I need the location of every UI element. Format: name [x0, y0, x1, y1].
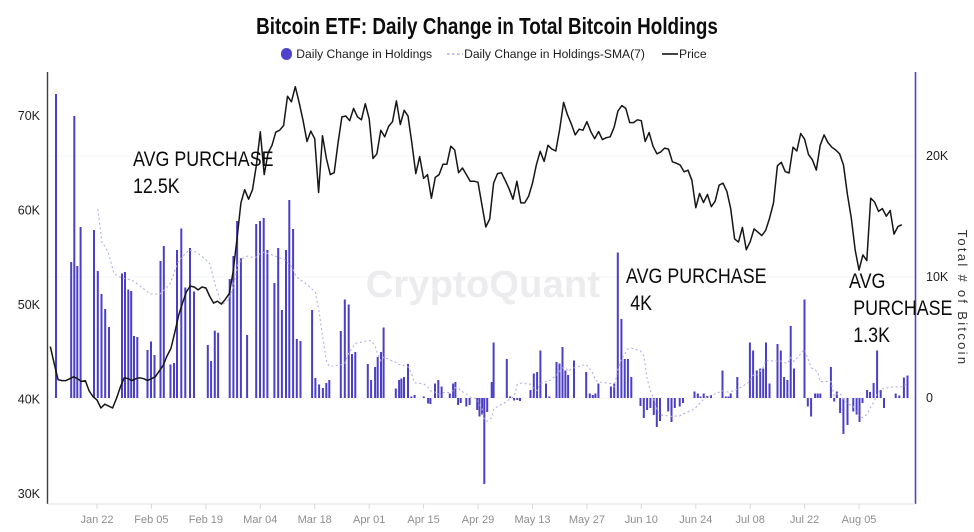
svg-text:40K: 40K	[18, 393, 41, 407]
svg-text:30K: 30K	[18, 487, 41, 501]
svg-text:Apr 01: Apr 01	[353, 514, 385, 526]
svg-text:60K: 60K	[18, 204, 41, 218]
svg-text:Apr 29: Apr 29	[462, 514, 494, 526]
svg-text:Feb 05: Feb 05	[134, 514, 168, 526]
svg-text:Mar 04: Mar 04	[243, 514, 277, 526]
svg-text:20K: 20K	[926, 149, 949, 163]
svg-text:CryptoQuant: CryptoQuant	[366, 264, 601, 306]
svg-text:10K: 10K	[926, 270, 949, 284]
svg-text:70K: 70K	[18, 109, 41, 123]
svg-text:Jun 24: Jun 24	[679, 514, 712, 526]
svg-text:Feb 19: Feb 19	[189, 514, 223, 526]
svg-text:Jun 10: Jun 10	[625, 514, 658, 526]
svg-text:Jan 22: Jan 22	[80, 514, 113, 526]
svg-text:0: 0	[926, 391, 933, 405]
svg-text:May 13: May 13	[514, 514, 550, 526]
svg-text:Aug 05: Aug 05	[842, 514, 877, 526]
svg-text:Mar 18: Mar 18	[298, 514, 332, 526]
svg-text:May 27: May 27	[569, 514, 605, 526]
svg-text:Jul 08: Jul 08	[736, 514, 765, 526]
svg-text:Jul 22: Jul 22	[790, 514, 819, 526]
svg-text:Total # of Bitcoin: Total # of Bitcoin	[955, 230, 970, 367]
svg-text:50K: 50K	[18, 298, 41, 312]
svg-text:Apr 15: Apr 15	[407, 514, 439, 526]
